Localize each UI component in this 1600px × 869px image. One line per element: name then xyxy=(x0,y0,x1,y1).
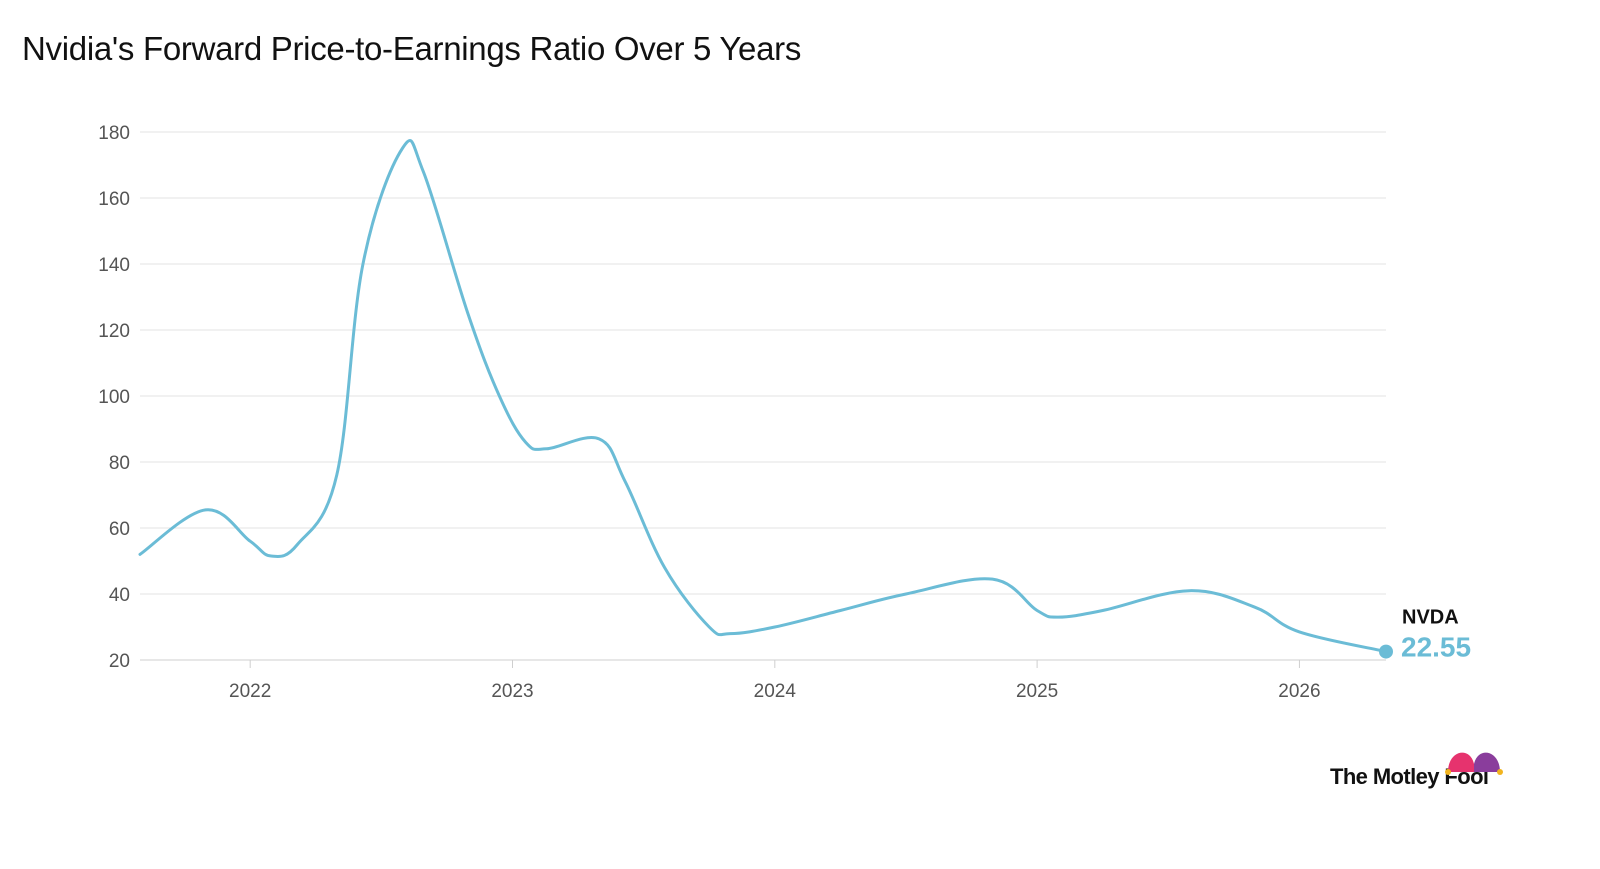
jester-hat-icon xyxy=(1445,752,1503,775)
last-value-label: 22.55 xyxy=(1401,632,1471,663)
hat-right-lobe xyxy=(1474,752,1500,772)
x-tick-label-2023: 2023 xyxy=(491,681,533,702)
x-axis-ticks: 2022 2023 2024 2025 2026 xyxy=(229,660,1321,702)
hat-bell-left xyxy=(1445,769,1451,775)
y-tick-label-140: 140 xyxy=(98,255,130,276)
gridlines xyxy=(140,131,1386,661)
x-tick-label-2026: 2026 xyxy=(1278,681,1320,702)
y-tick-label-100: 100 xyxy=(98,387,130,408)
last-point-marker xyxy=(1379,644,1393,659)
y-tick-label-80: 80 xyxy=(109,453,130,474)
x-tick-label-2025: 2025 xyxy=(1016,681,1058,702)
x-tick-label-2024: 2024 xyxy=(754,681,797,702)
hat-left-lobe xyxy=(1448,752,1474,772)
y-tick-label-160: 160 xyxy=(98,189,130,210)
series-line-nvda xyxy=(138,139,1388,654)
y-axis-ticks: 20 40 60 80 100 120 140 160 180 xyxy=(98,123,130,672)
chart-title: Nvidia's Forward Price-to-Earnings Ratio… xyxy=(22,30,802,67)
hat-bell-right xyxy=(1497,769,1503,775)
y-tick-label-60: 60 xyxy=(109,519,130,540)
y-tick-label-40: 40 xyxy=(109,585,130,606)
x-tick-label-2022: 2022 xyxy=(229,681,271,702)
y-tick-label-120: 120 xyxy=(98,321,130,342)
series-name-label: NVDA xyxy=(1402,607,1459,629)
y-tick-label-20: 20 xyxy=(109,651,130,672)
y-tick-label-180: 180 xyxy=(98,123,130,144)
motley-fool-logo: The Motley Fool xyxy=(1330,742,1510,798)
series-layer: NVDA 22.55 xyxy=(138,139,1471,663)
